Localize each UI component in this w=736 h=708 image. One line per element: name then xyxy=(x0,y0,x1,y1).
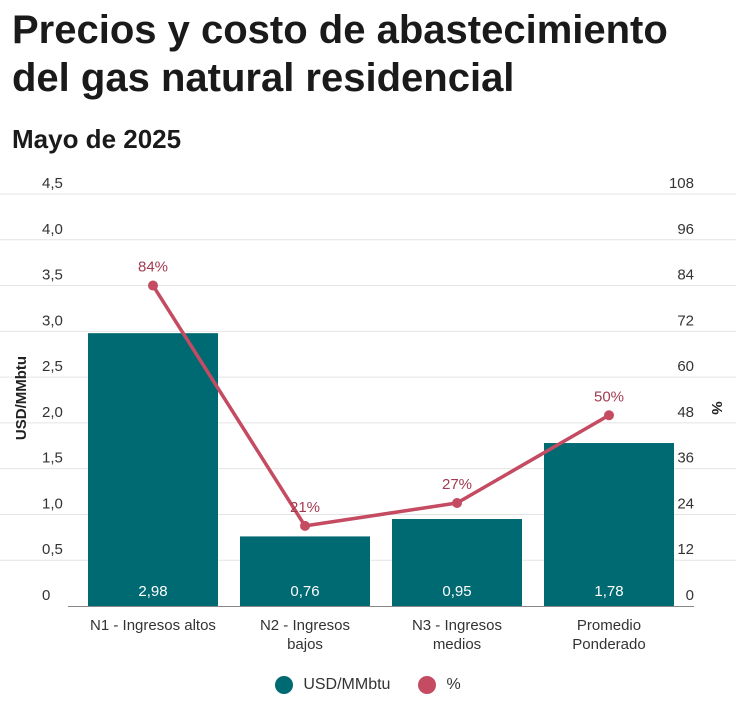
right-tick-label: 96 xyxy=(677,221,694,238)
x-tick-label: N1 - Ingresos altos xyxy=(90,617,216,634)
right-tick-label: 24 xyxy=(677,495,694,512)
line-point[interactable] xyxy=(148,280,158,291)
bar[interactable] xyxy=(392,519,522,606)
line-path xyxy=(151,284,610,528)
line-point-label: 84% xyxy=(138,259,168,276)
x-tick-label: N2 - Ingresos bajos xyxy=(260,617,350,653)
right-tick-label: 60 xyxy=(677,358,694,375)
right-axis-title: % xyxy=(708,401,725,414)
right-tick-label: 72 xyxy=(677,312,694,329)
line-point[interactable] xyxy=(452,498,462,508)
right-tick-label: 12 xyxy=(677,541,694,558)
x-tick-label: Promedio Ponderado xyxy=(572,617,645,653)
bar[interactable] xyxy=(88,333,218,606)
legend-label-bars: USD/MMbtu xyxy=(303,676,391,693)
left-tick-label: 0,5 xyxy=(42,541,63,558)
left-tick-label: 1,5 xyxy=(42,450,63,467)
bar-value-label: 0,76 xyxy=(290,583,319,600)
bar[interactable] xyxy=(544,443,674,606)
right-tick-label: 0 xyxy=(686,587,694,604)
line-point-label: 21% xyxy=(290,499,320,516)
legend-item-bars[interactable]: USD/MMbtu xyxy=(275,676,390,694)
right-tick-label: 36 xyxy=(677,450,694,467)
left-tick-label: 3,0 xyxy=(42,312,63,329)
bar-value-label: 1,78 xyxy=(594,583,623,600)
chart-subtitle: Mayo de 2025 xyxy=(12,124,182,154)
line-point[interactable] xyxy=(604,410,614,421)
x-tick-label: N3 - Ingresos medios xyxy=(412,617,502,653)
left-axis-ticks: 0 0,5 1,0 1,5 2,0 2,5 3,0 3,5 4,0 4,5 xyxy=(42,175,63,604)
bar[interactable] xyxy=(240,536,370,606)
left-tick-label: 4,0 xyxy=(42,221,63,238)
legend-swatch-line xyxy=(418,676,437,694)
left-tick-label: 3,5 xyxy=(42,267,63,284)
right-tick-label: 84 xyxy=(677,267,694,284)
left-tick-label: 1,0 xyxy=(42,495,63,512)
left-tick-label: 2,5 xyxy=(42,358,63,375)
left-tick-label: 0 xyxy=(42,587,50,604)
legend: USD/MMbtu % xyxy=(0,676,736,694)
right-tick-label: 108 xyxy=(669,175,694,192)
left-tick-label: 4,5 xyxy=(42,175,63,192)
left-axis-title: USD/MMbtu xyxy=(13,356,30,440)
chart-title: Precios y costo de abastecimiento del ga… xyxy=(12,8,668,100)
bar-value-label: 0,95 xyxy=(442,583,471,600)
bar-value-label: 2,98 xyxy=(138,583,167,600)
right-tick-label: 48 xyxy=(677,404,694,421)
legend-swatch-bars xyxy=(275,676,294,694)
x-axis-labels: N1 - Ingresos altos N2 - Ingresos bajos N3 … xyxy=(90,617,646,653)
line-point[interactable] xyxy=(300,520,310,531)
bar-series: 2,98 0,76 0,95 1,78 xyxy=(88,333,674,606)
line-series: 84% 21% 27% 50% xyxy=(138,259,624,531)
combo-chart: 0 0,5 1,0 1,5 2,0 2,5 3,0 3,5 4,0 4,5 0 12 24 36 48 60… xyxy=(0,175,736,653)
line-point-label: 27% xyxy=(442,476,472,493)
left-tick-label: 2,0 xyxy=(42,404,63,421)
legend-item-line[interactable]: % xyxy=(418,676,461,694)
legend-label-line: % xyxy=(446,676,461,693)
line-point-label: 50% xyxy=(594,388,624,405)
right-axis-ticks: 0 12 24 36 48 60 72 84 96 108 xyxy=(669,175,694,604)
